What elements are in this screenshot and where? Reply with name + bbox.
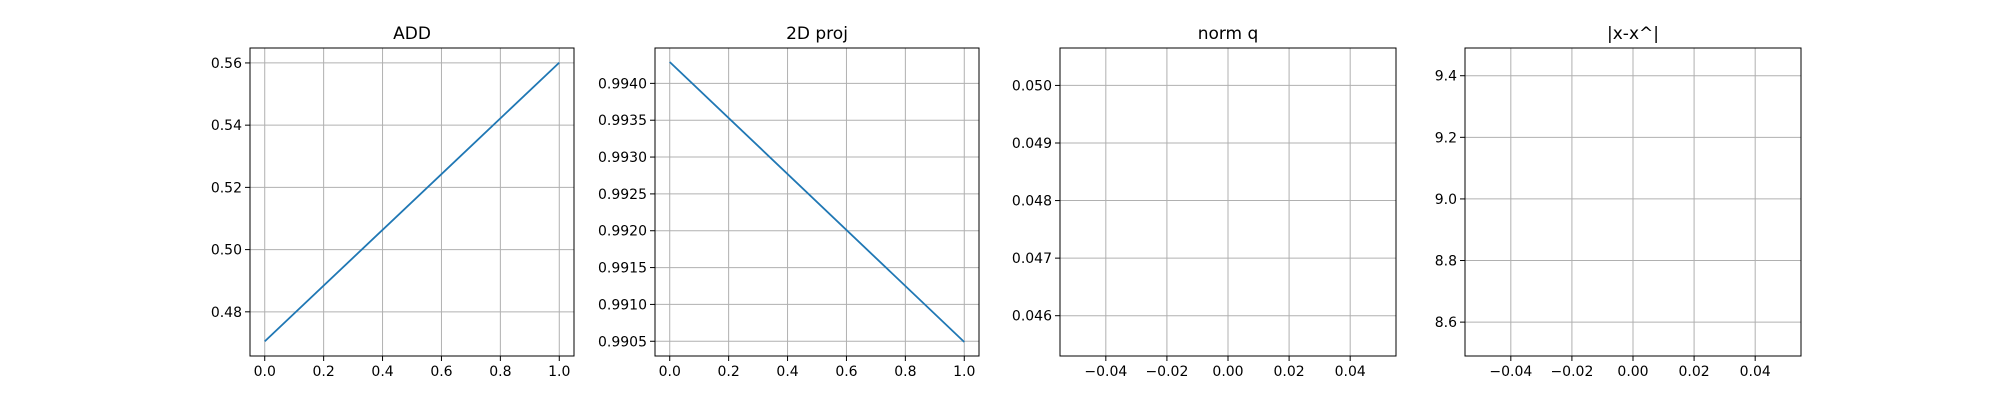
y-tick-label: 0.9925 xyxy=(598,187,647,203)
series-line xyxy=(669,61,965,343)
chart-panel-3: −0.04 −0.02 0.00 0.02 0.04 0.046 0.047 0.048 0.0… xyxy=(1012,24,1397,380)
chart-title: |x-x^| xyxy=(1607,24,1659,44)
y-tick-label: 0.049 xyxy=(1012,136,1052,152)
x-tick-label: 0.00 xyxy=(1617,364,1648,380)
x-tick-label: 0.04 xyxy=(1740,364,1771,380)
x-tick-label: 0.8 xyxy=(489,364,511,380)
chart-panel-2: 0.0 0.2 0.4 0.6 0.8 1.0 0.9905 0.9910 0.9915 0.99… xyxy=(598,24,980,380)
x-tick-label: −0.04 xyxy=(1489,364,1532,380)
y-tick-label: 0.9930 xyxy=(598,150,647,166)
x-tick-label: 0.02 xyxy=(1274,364,1305,380)
chart-panel-1: 0.0 0.2 0.4 0.6 0.8 1.0 0.48 0.50 0.52 0.54 0.56 AD… xyxy=(211,24,575,380)
y-tick-label: 0.9920 xyxy=(598,224,647,240)
x-tick-label: 0.4 xyxy=(776,364,798,380)
y-tick-label: 0.050 xyxy=(1012,78,1052,94)
x-tick-label: 0.0 xyxy=(659,364,681,380)
x-tick-label: −0.04 xyxy=(1084,364,1127,380)
chart-title: ADD xyxy=(393,24,431,44)
y-tick-label: 9.4 xyxy=(1435,69,1457,85)
x-tick-label: 1.0 xyxy=(953,364,975,380)
x-tick-label: −0.02 xyxy=(1550,364,1593,380)
x-tick-label: 0.0 xyxy=(254,364,276,380)
x-tick-label: 0.6 xyxy=(430,364,452,380)
x-tick-label: 0.8 xyxy=(894,364,916,380)
y-tick-label: 0.54 xyxy=(211,118,242,134)
y-tick-label: 0.9935 xyxy=(598,113,647,129)
chart-title: norm q xyxy=(1198,24,1259,44)
axes-frame xyxy=(654,47,980,357)
chart-title: 2D proj xyxy=(786,24,848,44)
y-tick-label: 0.047 xyxy=(1012,251,1052,267)
x-tick-label: 0.4 xyxy=(371,364,393,380)
axes-frame xyxy=(249,47,575,357)
x-tick-label: −0.02 xyxy=(1145,364,1188,380)
x-tick-label: 0.00 xyxy=(1212,364,1243,380)
y-tick-label: 0.048 xyxy=(1012,194,1052,210)
x-tick-label: 1.0 xyxy=(548,364,570,380)
y-tick-label: 0.9940 xyxy=(598,76,647,92)
x-tick-label: 0.6 xyxy=(835,364,857,380)
x-tick-label: 0.2 xyxy=(313,364,335,380)
y-tick-label: 0.50 xyxy=(211,243,242,259)
y-tick-label: 8.8 xyxy=(1435,254,1457,270)
y-tick-label: 8.6 xyxy=(1435,315,1457,331)
y-tick-label: 9.2 xyxy=(1435,130,1457,146)
x-tick-label: 0.2 xyxy=(718,364,740,380)
y-tick-label: 0.56 xyxy=(211,56,242,72)
y-tick-label: 0.046 xyxy=(1012,309,1052,325)
x-tick-label: 0.02 xyxy=(1679,364,1710,380)
y-tick-label: 0.9910 xyxy=(598,297,647,313)
y-tick-label: 0.48 xyxy=(211,305,242,321)
y-tick-label: 9.0 xyxy=(1435,192,1457,208)
series-line xyxy=(264,61,560,343)
y-tick-label: 0.9915 xyxy=(598,261,647,277)
x-tick-label: 0.04 xyxy=(1335,364,1366,380)
chart-panel-4: −0.04 −0.02 0.00 0.02 0.04 8.6 8.8 9.0 9.2 9.4 |x-… xyxy=(1435,24,1802,380)
y-tick-label: 0.52 xyxy=(211,180,242,196)
y-tick-label: 0.9905 xyxy=(598,334,647,350)
